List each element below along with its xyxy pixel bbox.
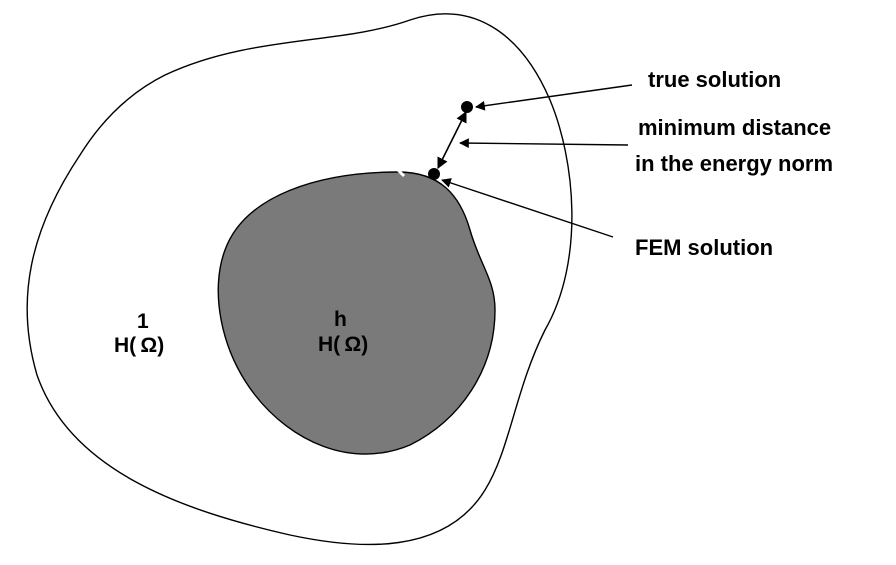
true-solution-point [461,101,473,113]
outer-space-superscript: 1 [137,310,149,333]
inner-space-label: H( Ω) [318,333,368,356]
outer-space-label: H( Ω) [114,334,164,357]
inner-region [217,171,496,455]
fem-solution-label: FEM solution [635,235,773,260]
min-distance-leader [459,138,629,149]
true-solution-leader [475,84,633,111]
fem-solution-leader [441,178,614,238]
inner-space-superscript: h [334,308,347,331]
fem-solution-point [428,168,440,180]
min-distance-arrow [437,110,467,170]
min-distance-label-line2: in the energy norm [635,151,833,176]
true-solution-label: true solution [648,67,781,92]
min-distance-label-line1: minimum distance [638,115,831,140]
boundary-gap [396,168,406,178]
